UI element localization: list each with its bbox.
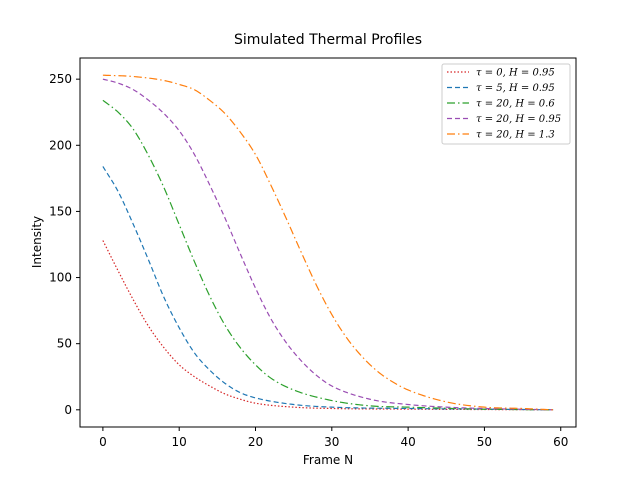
y-axis-label: Intensity (30, 216, 44, 268)
series-line-3 (102, 99, 554, 411)
legend-label-2: τ = 5, H = 0.95 (476, 83, 555, 94)
legend: τ = 0, H = 0.95 τ = 5, H = 0.95 τ = 20, H … (441, 63, 571, 145)
y-tick-label: 250 (49, 72, 72, 86)
x-tick-label: 10 (172, 435, 187, 449)
y-tick-label: 150 (49, 204, 72, 218)
series-layer (102, 74, 554, 411)
x-tick-label: 20 (248, 435, 263, 449)
x-axis: 0 10 20 30 40 50 60 (99, 427, 568, 449)
legend-box (441, 63, 571, 145)
y-tick-label: 100 (49, 271, 72, 285)
chart-title: Simulated Thermal Profiles (234, 32, 422, 48)
plot-frame (79, 57, 577, 428)
y-tick-label: 200 (49, 138, 72, 152)
y-axis: 0 50 100 150 200 250 (49, 72, 80, 417)
x-axis-label: Frame N (303, 453, 353, 467)
x-tick-label: 50 (477, 435, 492, 449)
legend-label-3: τ = 20, H = 0.6 (476, 99, 555, 110)
legend-label-1: τ = 0, H = 0.95 (476, 68, 555, 79)
x-tick-label: 0 (99, 435, 107, 449)
legend-label-5: τ = 20, H = 1.3 (476, 130, 555, 141)
legend-label-4: τ = 20, H = 0.95 (476, 114, 561, 125)
x-tick-label: 30 (324, 435, 339, 449)
x-tick-label: 40 (400, 435, 415, 449)
x-tick-label: 60 (553, 435, 568, 449)
series-line-5 (102, 74, 554, 411)
series-line-2 (102, 166, 554, 411)
y-tick-label: 0 (64, 403, 72, 417)
series-line-4 (102, 78, 554, 411)
y-tick-label: 50 (57, 337, 72, 351)
